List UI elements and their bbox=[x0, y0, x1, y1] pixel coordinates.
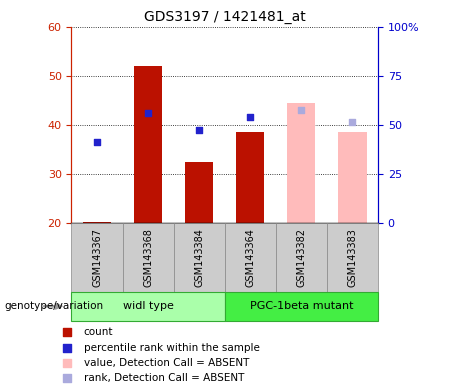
Bar bbox=[123, 223, 174, 292]
Text: GSM143367: GSM143367 bbox=[92, 228, 102, 287]
Point bbox=[63, 360, 71, 366]
Point bbox=[247, 114, 254, 121]
Bar bbox=[236, 132, 264, 223]
Point bbox=[63, 375, 71, 381]
Bar bbox=[185, 162, 213, 223]
Text: rank, Detection Call = ABSENT: rank, Detection Call = ABSENT bbox=[84, 373, 244, 383]
Point bbox=[63, 344, 71, 351]
Text: GSM143364: GSM143364 bbox=[245, 228, 255, 287]
Bar bbox=[174, 223, 225, 292]
Bar bbox=[327, 223, 378, 292]
Text: percentile rank within the sample: percentile rank within the sample bbox=[84, 343, 260, 353]
Bar bbox=[287, 103, 315, 223]
Text: GSM143383: GSM143383 bbox=[348, 228, 357, 287]
Text: count: count bbox=[84, 327, 113, 337]
Point bbox=[144, 109, 152, 116]
Point bbox=[349, 119, 356, 126]
Bar bbox=[71, 292, 225, 321]
Text: GSM143368: GSM143368 bbox=[143, 228, 153, 287]
Text: PGC-1beta mutant: PGC-1beta mutant bbox=[249, 301, 353, 311]
Point bbox=[63, 329, 71, 335]
Text: widl type: widl type bbox=[123, 301, 173, 311]
Bar bbox=[83, 222, 111, 223]
Bar bbox=[338, 132, 366, 223]
Bar bbox=[225, 292, 378, 321]
Text: genotype/variation: genotype/variation bbox=[5, 301, 104, 311]
Text: value, Detection Call = ABSENT: value, Detection Call = ABSENT bbox=[84, 358, 249, 368]
Bar bbox=[134, 66, 162, 223]
Bar bbox=[276, 223, 327, 292]
Point bbox=[298, 107, 305, 113]
Text: GSM143384: GSM143384 bbox=[194, 228, 204, 287]
Point bbox=[93, 139, 100, 145]
Bar bbox=[71, 223, 123, 292]
Point bbox=[195, 127, 203, 133]
Bar bbox=[225, 223, 276, 292]
Title: GDS3197 / 1421481_at: GDS3197 / 1421481_at bbox=[144, 10, 306, 25]
Text: GSM143382: GSM143382 bbox=[296, 228, 307, 287]
